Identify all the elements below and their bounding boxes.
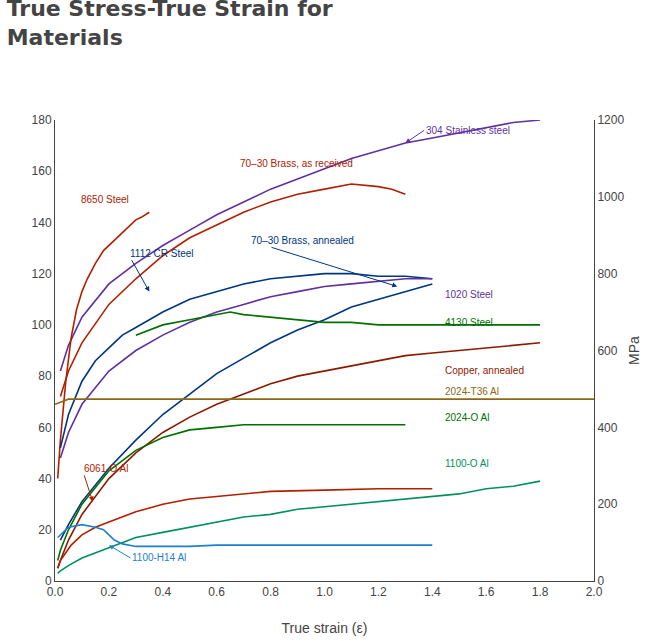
svg-text:400: 400: [597, 421, 617, 435]
svg-text:1200: 1200: [597, 113, 624, 127]
svg-text:160: 160: [32, 164, 52, 178]
svg-text:140: 140: [32, 216, 52, 230]
svg-text:304 Stainless steel: 304 Stainless steel: [426, 125, 510, 136]
svg-text:1000: 1000: [597, 190, 624, 204]
svg-text:1.0: 1.0: [316, 585, 333, 599]
svg-text:40: 40: [38, 472, 52, 486]
svg-text:0.8: 0.8: [262, 585, 279, 599]
svg-text:1100-O Al: 1100-O Al: [445, 458, 489, 469]
svg-text:70–30 Brass, annealed: 70–30 Brass, annealed: [251, 235, 354, 246]
svg-text:120: 120: [32, 267, 52, 281]
svg-text:6061-O Al: 6061-O Al: [84, 463, 128, 474]
svg-text:180: 180: [32, 113, 52, 127]
svg-text:0.4: 0.4: [154, 585, 171, 599]
svg-text:0.2: 0.2: [101, 585, 118, 599]
svg-text:1.8: 1.8: [532, 585, 549, 599]
svg-text:200: 200: [597, 497, 617, 511]
svg-text:4130 Steel: 4130 Steel: [445, 317, 493, 328]
svg-text:2.0: 2.0: [586, 585, 603, 599]
svg-text:800: 800: [597, 267, 617, 281]
svg-text:1112 CR Steel: 1112 CR Steel: [130, 248, 194, 259]
svg-text:True Stress-True Strain forMat: True Stress-True Strain forMaterials: [7, 0, 333, 50]
svg-text:1.6: 1.6: [478, 585, 495, 599]
svg-text:True strain (ε): True strain (ε): [282, 620, 368, 636]
svg-text:60: 60: [38, 421, 52, 435]
svg-text:2024-O Al: 2024-O Al: [445, 412, 489, 423]
svg-text:600: 600: [597, 344, 617, 358]
svg-text:0: 0: [597, 574, 604, 588]
svg-text:2024-T36 Al: 2024-T36 Al: [445, 386, 499, 397]
svg-text:0.0: 0.0: [47, 585, 64, 599]
svg-text:MPa: MPa: [626, 336, 642, 365]
svg-text:Copper, annealed: Copper, annealed: [445, 365, 524, 376]
svg-text:1.2: 1.2: [370, 585, 387, 599]
svg-text:0.6: 0.6: [208, 585, 225, 599]
svg-text:8650 Steel: 8650 Steel: [81, 194, 129, 205]
svg-text:1020 Steel: 1020 Steel: [445, 289, 493, 300]
svg-text:100: 100: [32, 318, 52, 332]
svg-text:1100-H14 Al: 1100-H14 Al: [132, 552, 186, 563]
svg-text:1.4: 1.4: [424, 585, 441, 599]
svg-text:70–30 Brass, as received: 70–30 Brass, as received: [240, 158, 353, 169]
svg-text:20: 20: [38, 523, 52, 537]
svg-text:0: 0: [45, 574, 52, 588]
svg-text:80: 80: [38, 369, 52, 383]
